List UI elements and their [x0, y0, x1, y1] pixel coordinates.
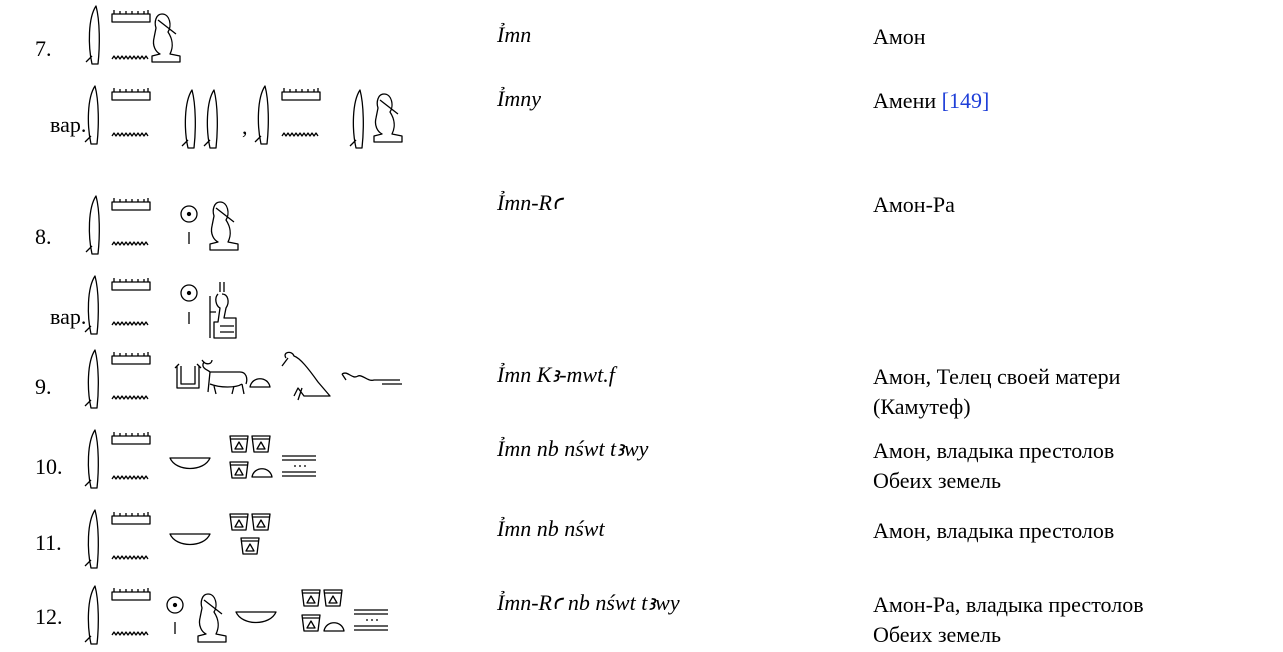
translation: Амени [149] [873, 86, 989, 116]
transliteration: Ỉmn Kꜣ-mwt.f [497, 362, 615, 387]
transliteration: Ỉmn-Rꜥ [497, 190, 563, 215]
entry-number: 7. [35, 36, 52, 61]
translation-text: Амени [873, 88, 937, 113]
translation: Амон, Телец своей матери [873, 364, 1121, 389]
translation: Амон-Ра, владыка престолов [873, 592, 1144, 617]
translation: Амон, владыка престолов [873, 438, 1115, 463]
variant-label: вар. [50, 304, 87, 329]
translation: Обеих земель [873, 622, 1001, 647]
translation: Амон [873, 24, 926, 49]
entry-number: 11. [35, 530, 62, 555]
translation: Амон-Ра [873, 192, 955, 217]
transliteration: Ỉmn [497, 22, 532, 47]
transliteration: Ỉmny [497, 86, 541, 111]
entry-number: 10. [35, 454, 63, 479]
separator: , [242, 114, 248, 139]
variant-label: вар. [50, 112, 87, 137]
transliteration: Ỉmn nb nśwt [497, 516, 605, 541]
transliteration: Ỉmn-Rꜥ nb nśwt tꜣwy [497, 590, 680, 615]
entry-number: 8. [35, 224, 52, 249]
entry-number: 9. [35, 374, 52, 399]
entry-number: 12. [35, 604, 63, 629]
translation: Амон, владыка престолов [873, 518, 1115, 543]
reference-link[interactable]: [149] [941, 88, 990, 113]
translation: Обеих земель [873, 468, 1001, 493]
transliteration: Ỉmn nb nśwt tꜣwy [497, 436, 649, 461]
translation: (Камутеф) [873, 394, 971, 419]
